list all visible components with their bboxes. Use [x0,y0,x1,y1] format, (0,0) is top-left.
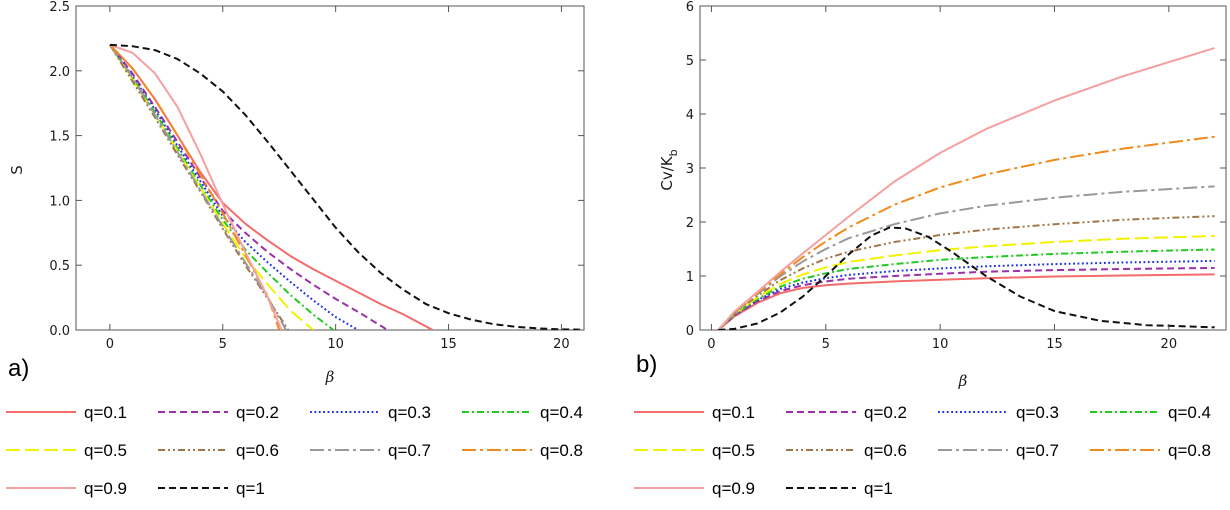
y-axis-label: Cv/Kb [658,149,680,190]
legend-item: q=0.9 [634,479,755,498]
legend-right: q=0.1 q=0.2 q=0.3 q=0.4 q=0.5 q=0.6 q=0.7 q=0.8… [634,403,1211,498]
y-tick-label: 4 [686,108,694,123]
legend-label: q=0.5 [712,441,755,460]
series-line-q-0_4 [109,44,335,330]
x-tick-label: 0 [707,337,715,352]
series-line-q-1 [109,43,584,330]
y-tick-label: 1.5 [49,130,70,145]
panel-b-chart: 0 5 10 15 20 0 1 2 3 4 5 6 β Cv/Kb b) [636,0,1227,390]
series-line-q-0_6 [717,215,1215,330]
legend-item: q=0.1 [634,403,755,422]
legend-label: q=0.7 [1016,441,1059,460]
legend-label: q=0.1 [84,403,127,422]
x-tick-label: 5 [219,337,227,352]
x-axis-label: β [958,372,968,390]
series-line-q-0_4 [717,248,1215,330]
legend-label: q=0.6 [236,441,279,460]
legend-label: q=0.2 [236,403,279,422]
legend-label: q=0.9 [84,479,127,498]
series-group [717,47,1215,330]
legend-item: q=0.3 [938,403,1059,422]
y-tick-label: 6 [686,0,694,15]
y-tick-label: 3 [686,162,694,177]
legend-item: q=0.5 [6,441,127,460]
legend-item: q=0.6 [786,441,907,460]
series-group [109,43,584,330]
legend-label: q=1 [236,479,265,498]
y-tick-label: 1 [686,270,694,285]
series-line-q-0_5 [717,235,1215,330]
series-line-q-0_2 [109,44,389,330]
y-axis-label-main: S [8,165,26,175]
series-line-q-0_1 [717,273,1215,330]
legend-item: q=0.4 [462,403,583,422]
legend-item: q=0.8 [1090,441,1211,460]
x-tick-label: 0 [106,337,114,352]
y-tick-label: 2.5 [49,0,70,15]
series-line-q-0_3 [109,44,359,330]
y-tick-label: 0.5 [49,259,70,274]
y-axis-label-main: Cv/K [658,155,676,190]
y-axis-label-subscript: b [667,149,680,156]
x-tick-label: 5 [822,337,830,352]
series-line-q-0_9 [109,43,283,330]
plot-frame [75,5,585,331]
x-tick-label: 20 [553,337,570,352]
legend-label: q=0.2 [864,403,907,422]
legend-label: q=0.5 [84,441,127,460]
x-axis-label: β [325,368,335,386]
legend-label: q=0.6 [864,441,907,460]
legend-item: q=0.5 [634,441,755,460]
y-tick-label: 2.0 [49,65,70,80]
panel-label: b) [636,351,657,378]
legend-item: q=0.6 [158,441,279,460]
series-line-q-1 [718,226,1215,330]
panel-a-chart: 0 5 10 15 20 0.0 0.5 1.0 1.5 2.0 2.5 β Sa) [8,0,585,386]
legend-item: q=1 [158,479,265,498]
legend-item: q=0.4 [1090,403,1211,422]
legend-left: q=0.1 q=0.2 q=0.3 q=0.4 q=0.5 q=0.6 q=0.7 q=0.8… [6,403,583,498]
legend-item: q=0.9 [6,479,127,498]
x-tick-label: 10 [327,337,344,352]
legend-item: q=0.3 [310,403,431,422]
legend-label: q=0.3 [1016,403,1059,422]
legend-label: q=0.1 [712,403,755,422]
legend-label: q=0.3 [388,403,431,422]
x-tick-label: 10 [932,337,949,352]
x-tick-label: 15 [1046,337,1063,352]
legend-item: q=0.7 [310,441,431,460]
series-line-q-0_9 [717,47,1215,330]
legend-item: q=0.7 [938,441,1059,460]
x-tick-label: 15 [440,337,457,352]
legend-label: q=0.8 [1168,441,1211,460]
legend-label: q=0.8 [540,441,583,460]
y-tick-label: 2 [686,216,694,231]
legend-item: q=0.1 [6,403,127,422]
plot-frame [699,5,1227,331]
series-line-q-0_7 [109,44,287,330]
legend-label: q=0.9 [712,479,755,498]
legend-label: q=0.4 [1168,403,1211,422]
y-tick-label: 0 [686,324,694,339]
legend-item: q=0.8 [462,441,583,460]
y-tick-label: 5 [686,54,694,69]
x-tick-label: 20 [1161,337,1178,352]
y-tick-label: 1.0 [49,194,70,209]
legend-label: q=1 [864,479,893,498]
legend-item: q=1 [786,479,893,498]
legend-label: q=0.7 [388,441,431,460]
y-tick-label: 0.0 [49,324,70,339]
legend-item: q=0.2 [786,403,907,422]
legend-item: q=0.2 [158,403,279,422]
panel-label: a) [8,355,29,382]
legend-label: q=0.4 [540,403,583,422]
y-axis-label: S [8,165,26,175]
